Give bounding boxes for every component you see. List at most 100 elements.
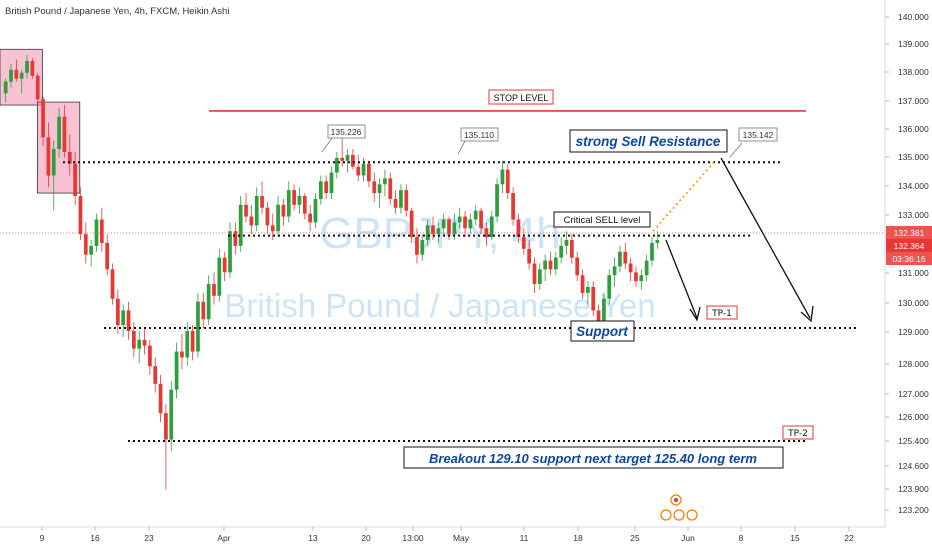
chart-title: British Pound / Japanese Yen, 4h, FXCM, … — [5, 6, 229, 17]
candle — [30, 58, 35, 79]
candle — [425, 219, 430, 246]
candle — [580, 269, 585, 299]
candle-body — [105, 242, 110, 270]
event-icon[interactable] — [686, 509, 698, 521]
y-tick-label: 135.000 — [898, 152, 929, 162]
candle-body — [383, 178, 387, 185]
candle-body — [628, 263, 633, 273]
candle-body — [302, 196, 307, 214]
candle — [51, 140, 56, 211]
critical-sell-box — [553, 211, 651, 228]
candle-body — [644, 260, 649, 276]
candle-body — [618, 251, 622, 267]
callout-2-text: 135.110 — [464, 130, 494, 140]
candle — [308, 204, 313, 232]
candle — [591, 281, 596, 317]
watermark-name: British Pound / Japanese Yen — [224, 287, 655, 324]
candle-body — [276, 204, 280, 232]
y-tick-label: 131.000 — [898, 268, 929, 278]
arrow-to-support-head — [800, 305, 814, 323]
candle-body — [591, 286, 596, 311]
events-marker[interactable] — [660, 494, 698, 521]
second-price-value: 132.364 — [894, 241, 925, 251]
candle — [233, 222, 238, 255]
event-icon[interactable] — [673, 509, 685, 521]
candle-body — [238, 204, 243, 246]
candle — [297, 187, 302, 214]
candle-body — [367, 163, 371, 182]
y-axis: 140.000 139.000 138.000 137.000 136.000 135.0… — [885, 12, 929, 515]
last-price-badge — [886, 226, 932, 239]
candle-body — [334, 157, 339, 173]
candle-body — [607, 275, 612, 299]
candle — [420, 234, 425, 261]
candle-body — [67, 151, 72, 164]
x-tick-label: 18 — [573, 533, 583, 543]
candle — [575, 251, 580, 282]
candle-body — [158, 383, 163, 414]
candle — [329, 166, 334, 199]
candle — [350, 149, 355, 170]
candle — [527, 240, 532, 270]
candle-body — [3, 81, 8, 94]
candle — [276, 196, 280, 238]
event-icon[interactable] — [660, 509, 672, 521]
candle — [318, 175, 323, 205]
candle-body — [73, 163, 77, 197]
candle — [89, 240, 94, 267]
candle-body — [516, 219, 521, 238]
candle-body — [505, 169, 510, 194]
candle — [3, 78, 8, 103]
candle — [548, 251, 553, 276]
candle-body — [292, 190, 296, 205]
tp2-label: TP-2 — [787, 429, 808, 439]
candle-body — [286, 190, 291, 217]
candle — [623, 242, 628, 270]
candle-body — [41, 99, 45, 138]
candle — [142, 328, 147, 355]
candle-body — [489, 216, 494, 238]
candle-body — [415, 237, 419, 255]
candle — [569, 234, 574, 264]
y-tick-label: 128.000 — [898, 359, 929, 369]
candle — [201, 292, 206, 329]
tp1-label: TP-1 — [711, 309, 732, 319]
candle-body — [409, 210, 414, 238]
candle-body — [78, 196, 83, 235]
countdown-timer: 03:36:16 — [892, 254, 925, 264]
candle — [473, 204, 478, 226]
candle-body — [543, 260, 548, 270]
x-tick-label: 16 — [90, 533, 100, 543]
candle-body — [19, 72, 24, 79]
candle-body — [206, 284, 211, 320]
y-tick-label: 136.000 — [898, 124, 929, 134]
candle — [521, 228, 526, 255]
candle-body — [142, 339, 147, 346]
candle-body — [596, 310, 601, 323]
candle-body — [153, 366, 158, 384]
candle-body — [121, 310, 126, 326]
candle-layer — [3, 55, 660, 490]
candle — [222, 251, 227, 282]
candle — [25, 55, 29, 79]
candle-body — [553, 257, 558, 270]
candle — [73, 151, 77, 205]
candle-body — [308, 213, 313, 223]
candle-body — [500, 169, 505, 185]
candle — [67, 134, 72, 176]
callout-3: 135.142 — [729, 127, 778, 158]
candle — [14, 59, 19, 82]
candle-body — [393, 198, 398, 208]
x-tick-label: Jun — [681, 533, 695, 543]
candle — [399, 184, 403, 214]
candle-body — [260, 196, 264, 208]
candle-body — [612, 266, 617, 276]
strong-sell-label: strong Sell Resistance — [576, 134, 721, 149]
candle-body — [569, 240, 574, 258]
candle-body — [452, 222, 457, 235]
candle — [196, 292, 200, 358]
candle — [281, 198, 286, 226]
candle-body — [196, 301, 200, 352]
candle-body — [479, 210, 483, 229]
